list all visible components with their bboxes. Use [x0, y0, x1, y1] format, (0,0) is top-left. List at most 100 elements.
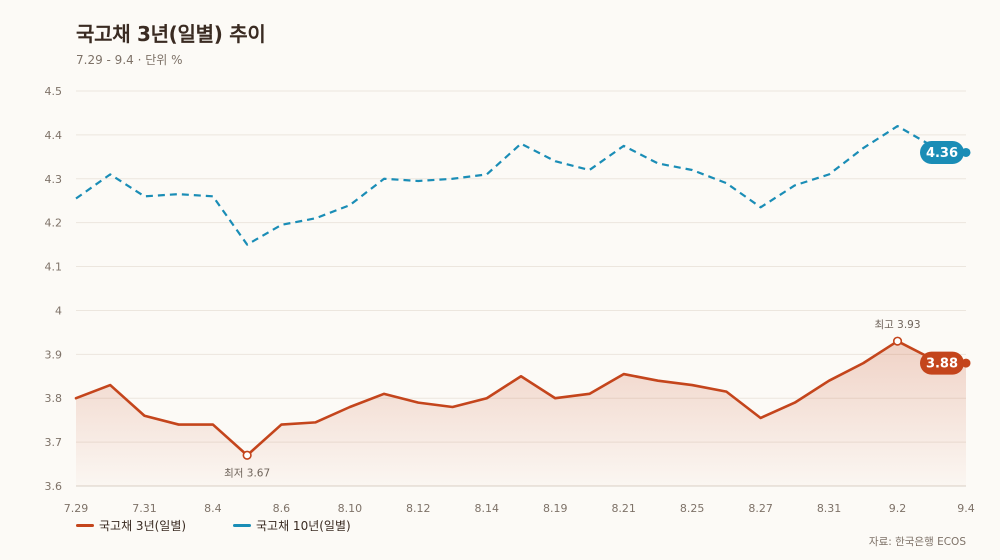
data-point [689, 382, 695, 388]
data-point [381, 391, 387, 397]
data-point [450, 404, 456, 410]
y-tick-label: 4.5 [45, 85, 63, 98]
x-tick-label: 8.19 [543, 502, 568, 515]
x-axis: 7.29 7.31 8.4 8.6 8.10 8.12 8.14 8.19 8.21 8.25 8.… [64, 502, 975, 515]
data-point [313, 419, 319, 425]
end-labels: 3.88 4.36 [920, 140, 971, 375]
end-point-dot [961, 358, 971, 368]
series-line-1 [75, 125, 967, 246]
x-tick-label: 8.4 [204, 502, 222, 515]
data-point [655, 378, 661, 384]
x-tick-label: 8.25 [680, 502, 705, 515]
x-tick-label: 8.14 [475, 502, 500, 515]
data-point [176, 422, 182, 428]
end-label-value: 3.88 [926, 357, 958, 372]
data-point [210, 422, 216, 428]
end-label-badge [920, 351, 964, 375]
data-point [141, 413, 147, 419]
data-point [621, 143, 627, 149]
legend-item-10y: 국고채 10년(일별) [233, 517, 351, 533]
legend-swatch-3y [76, 523, 94, 527]
data-point [552, 158, 558, 164]
series-lines [73, 123, 969, 457]
y-tick-label: 3.8 [45, 392, 63, 405]
data-point [381, 176, 387, 182]
data-point [518, 373, 524, 379]
data-point [689, 167, 695, 173]
data-point [518, 141, 524, 147]
y-axis: 3.6 3.7 3.8 3.9 4 4.1 4.2 4.3 4.4 4.5 [45, 85, 63, 493]
data-point [141, 193, 147, 199]
data-point [758, 415, 764, 421]
data-point [210, 193, 216, 199]
y-tick-label: 3.9 [45, 348, 63, 361]
data-point [484, 171, 490, 177]
x-tick-label: 8.21 [611, 502, 636, 515]
y-tick-label: 3.7 [45, 436, 63, 449]
data-point [758, 204, 764, 210]
source-note: 자료: 한국은행 ECOS [868, 536, 966, 548]
data-point [723, 180, 729, 186]
series-line-0 [74, 339, 968, 457]
x-tick-label: 9.2 [889, 502, 907, 515]
data-point [655, 160, 661, 166]
data-point [313, 215, 319, 221]
data-point [484, 395, 490, 401]
x-tick-label: 8.6 [273, 502, 291, 515]
data-point [107, 382, 113, 388]
data-point [621, 371, 627, 377]
annotation-marker [242, 450, 252, 460]
data-point [415, 178, 421, 184]
x-tick-label: 8.12 [406, 502, 431, 515]
data-point [860, 145, 866, 151]
y-tick-label: 4 [55, 304, 62, 317]
data-point [792, 182, 798, 188]
data-point [860, 360, 866, 366]
annotation-label: 최고 3.93 [875, 319, 921, 331]
annotation-label: 최저 3.67 [224, 467, 270, 479]
data-point [552, 395, 558, 401]
annotations: 최저 3.67 최고 3.93 [224, 319, 920, 479]
data-point [176, 191, 182, 197]
data-point [450, 176, 456, 182]
y-tick-label: 4.4 [45, 129, 63, 142]
data-point [107, 171, 113, 177]
data-point [826, 171, 832, 177]
x-tick-label: 8.10 [338, 502, 363, 515]
x-tick-label: 7.31 [132, 502, 157, 515]
data-point [723, 389, 729, 395]
legend-item-3y: 국고채 3년(일별) [76, 517, 186, 533]
chart-title: 국고채 3년(일별) 추이 [76, 22, 266, 46]
legend-swatch-10y [233, 523, 251, 527]
y-tick-label: 4.2 [45, 217, 63, 230]
data-point [347, 404, 353, 410]
series-points-1 [73, 123, 969, 248]
data-point [278, 222, 284, 228]
end-point-dot [961, 147, 971, 157]
end-label-badge [920, 140, 964, 164]
data-point [826, 378, 832, 384]
x-tick-label: 7.29 [64, 502, 89, 515]
data-point [586, 167, 592, 173]
x-tick-label: 8.31 [817, 502, 842, 515]
data-point [73, 196, 79, 202]
y-tick-label: 3.6 [45, 480, 63, 493]
x-tick-label: 8.27 [748, 502, 773, 515]
legend-label-3y: 국고채 3년(일별) [99, 518, 187, 533]
y-tick-label: 4.1 [45, 261, 63, 274]
areas [76, 341, 966, 486]
series-area-0 [76, 341, 966, 486]
data-point [73, 395, 79, 401]
chart-subtitle: 7.29 - 9.4 · 단위 % [76, 53, 183, 67]
data-point [415, 400, 421, 406]
data-point [895, 123, 901, 129]
data-point [244, 242, 250, 248]
end-label-value: 4.36 [926, 146, 958, 161]
y-tick-label: 4.3 [45, 173, 63, 186]
data-point [586, 391, 592, 397]
data-point [278, 422, 284, 428]
x-tick-label: 9.4 [957, 502, 975, 515]
annotation-marker [892, 336, 903, 346]
data-point [792, 400, 798, 406]
